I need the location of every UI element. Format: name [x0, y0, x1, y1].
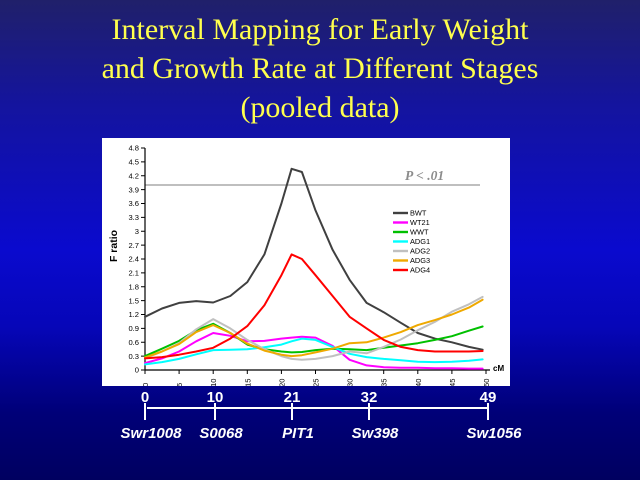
x-tick-label: 0 [141, 383, 150, 386]
legend-label-adg2: ADG2 [410, 247, 430, 256]
fratio-chart: P < .01 0 0.3 0.6 0.9 1.2 1.5 1.8 2.1 2.4 2.7 3 3.3 3… [108, 144, 504, 387]
page-title-line-1: Interval Mapping for Early Weight [111, 13, 529, 46]
chart-panel: P < .01 0 0.3 0.6 0.9 1.2 1.5 1.8 2.1 2.4 2.7 3 3.3 3… [102, 138, 510, 387]
y-tick-label: 2.1 [128, 269, 139, 278]
legend-label-bwt: BWT [410, 209, 427, 218]
map-tick [487, 403, 489, 420]
y-tick-label: 3.9 [128, 185, 139, 194]
y-tick-label: 1.2 [128, 310, 139, 319]
y-tick-label: 0 [135, 366, 139, 375]
significance-threshold-label: P < .01 [405, 168, 444, 183]
map-tick [291, 403, 293, 420]
y-tick-label: 0.6 [128, 338, 139, 347]
map-marker-label: Swr1008 [120, 425, 182, 442]
y-tick-label: 3.3 [128, 213, 139, 222]
map-marker-label: S0068 [199, 425, 243, 442]
map-ruler-line [147, 407, 489, 409]
page-title-line-3: (pooled data) [240, 91, 400, 124]
series-line-adg3 [144, 298, 484, 359]
map-position-number: 0 [140, 389, 150, 406]
series-line-adg2 [144, 295, 484, 361]
x-tick-label: 20 [277, 379, 286, 386]
legend-label-adg3: ADG3 [410, 256, 430, 265]
legend-label-wt21: WT21 [410, 218, 430, 227]
series-line-wwt [144, 322, 484, 358]
x-tick-label: 5 [175, 383, 184, 386]
series-line-adg1 [144, 337, 484, 366]
y-tick-label: 4.5 [128, 158, 139, 167]
y-tick-label: 0.9 [128, 324, 139, 333]
map-position-number: 32 [360, 389, 378, 406]
map-marker-label: Sw1056 [466, 425, 522, 442]
y-tick-label: 3.6 [128, 199, 139, 208]
legend-label-wwt: WWT [410, 228, 429, 237]
y-tick-label: 2.7 [128, 241, 139, 250]
map-marker-label: PIT1 [282, 425, 314, 442]
map-position-number: 21 [283, 389, 301, 406]
map-position-number: 10 [206, 389, 224, 406]
map-marker-label: Sw398 [351, 425, 399, 442]
legend-label-adg4: ADG4 [410, 266, 430, 275]
x-axis-unit-label: cM [493, 364, 504, 373]
y-tick-label: 4.8 [128, 144, 139, 153]
x-tick-label: 30 [346, 379, 355, 386]
map-position-number: 49 [479, 389, 497, 406]
page-title-line-2: and Growth Rate at Different Stages [101, 52, 539, 85]
map-tick [368, 403, 370, 420]
y-tick-label: 1.5 [128, 296, 139, 305]
y-tick-label: 2.4 [128, 255, 139, 264]
x-tick-label: 25 [312, 379, 321, 386]
y-tick-label: 3 [135, 227, 139, 236]
y-tick-label: 1.8 [128, 282, 139, 291]
map-tick [144, 403, 146, 420]
x-tick-label: 45 [448, 379, 457, 386]
map-tick [214, 403, 216, 420]
series-line-wt21 [144, 332, 484, 370]
x-tick-label: 50 [482, 379, 491, 386]
x-tick-label: 15 [243, 379, 252, 386]
x-tick-label: 40 [414, 379, 423, 386]
y-tick-label: 4.2 [128, 171, 139, 180]
x-tick-label: 10 [209, 379, 218, 386]
y-axis-title: F ratio [108, 230, 120, 262]
series-line-adg4 [144, 253, 484, 360]
page-title: Interval Mapping for Early Weight and Gr… [0, 10, 640, 127]
y-tick-label: 0.3 [128, 352, 139, 361]
x-tick-label: 35 [380, 379, 389, 386]
series-line-bwt [144, 167, 484, 351]
legend-label-adg1: ADG1 [410, 237, 430, 246]
